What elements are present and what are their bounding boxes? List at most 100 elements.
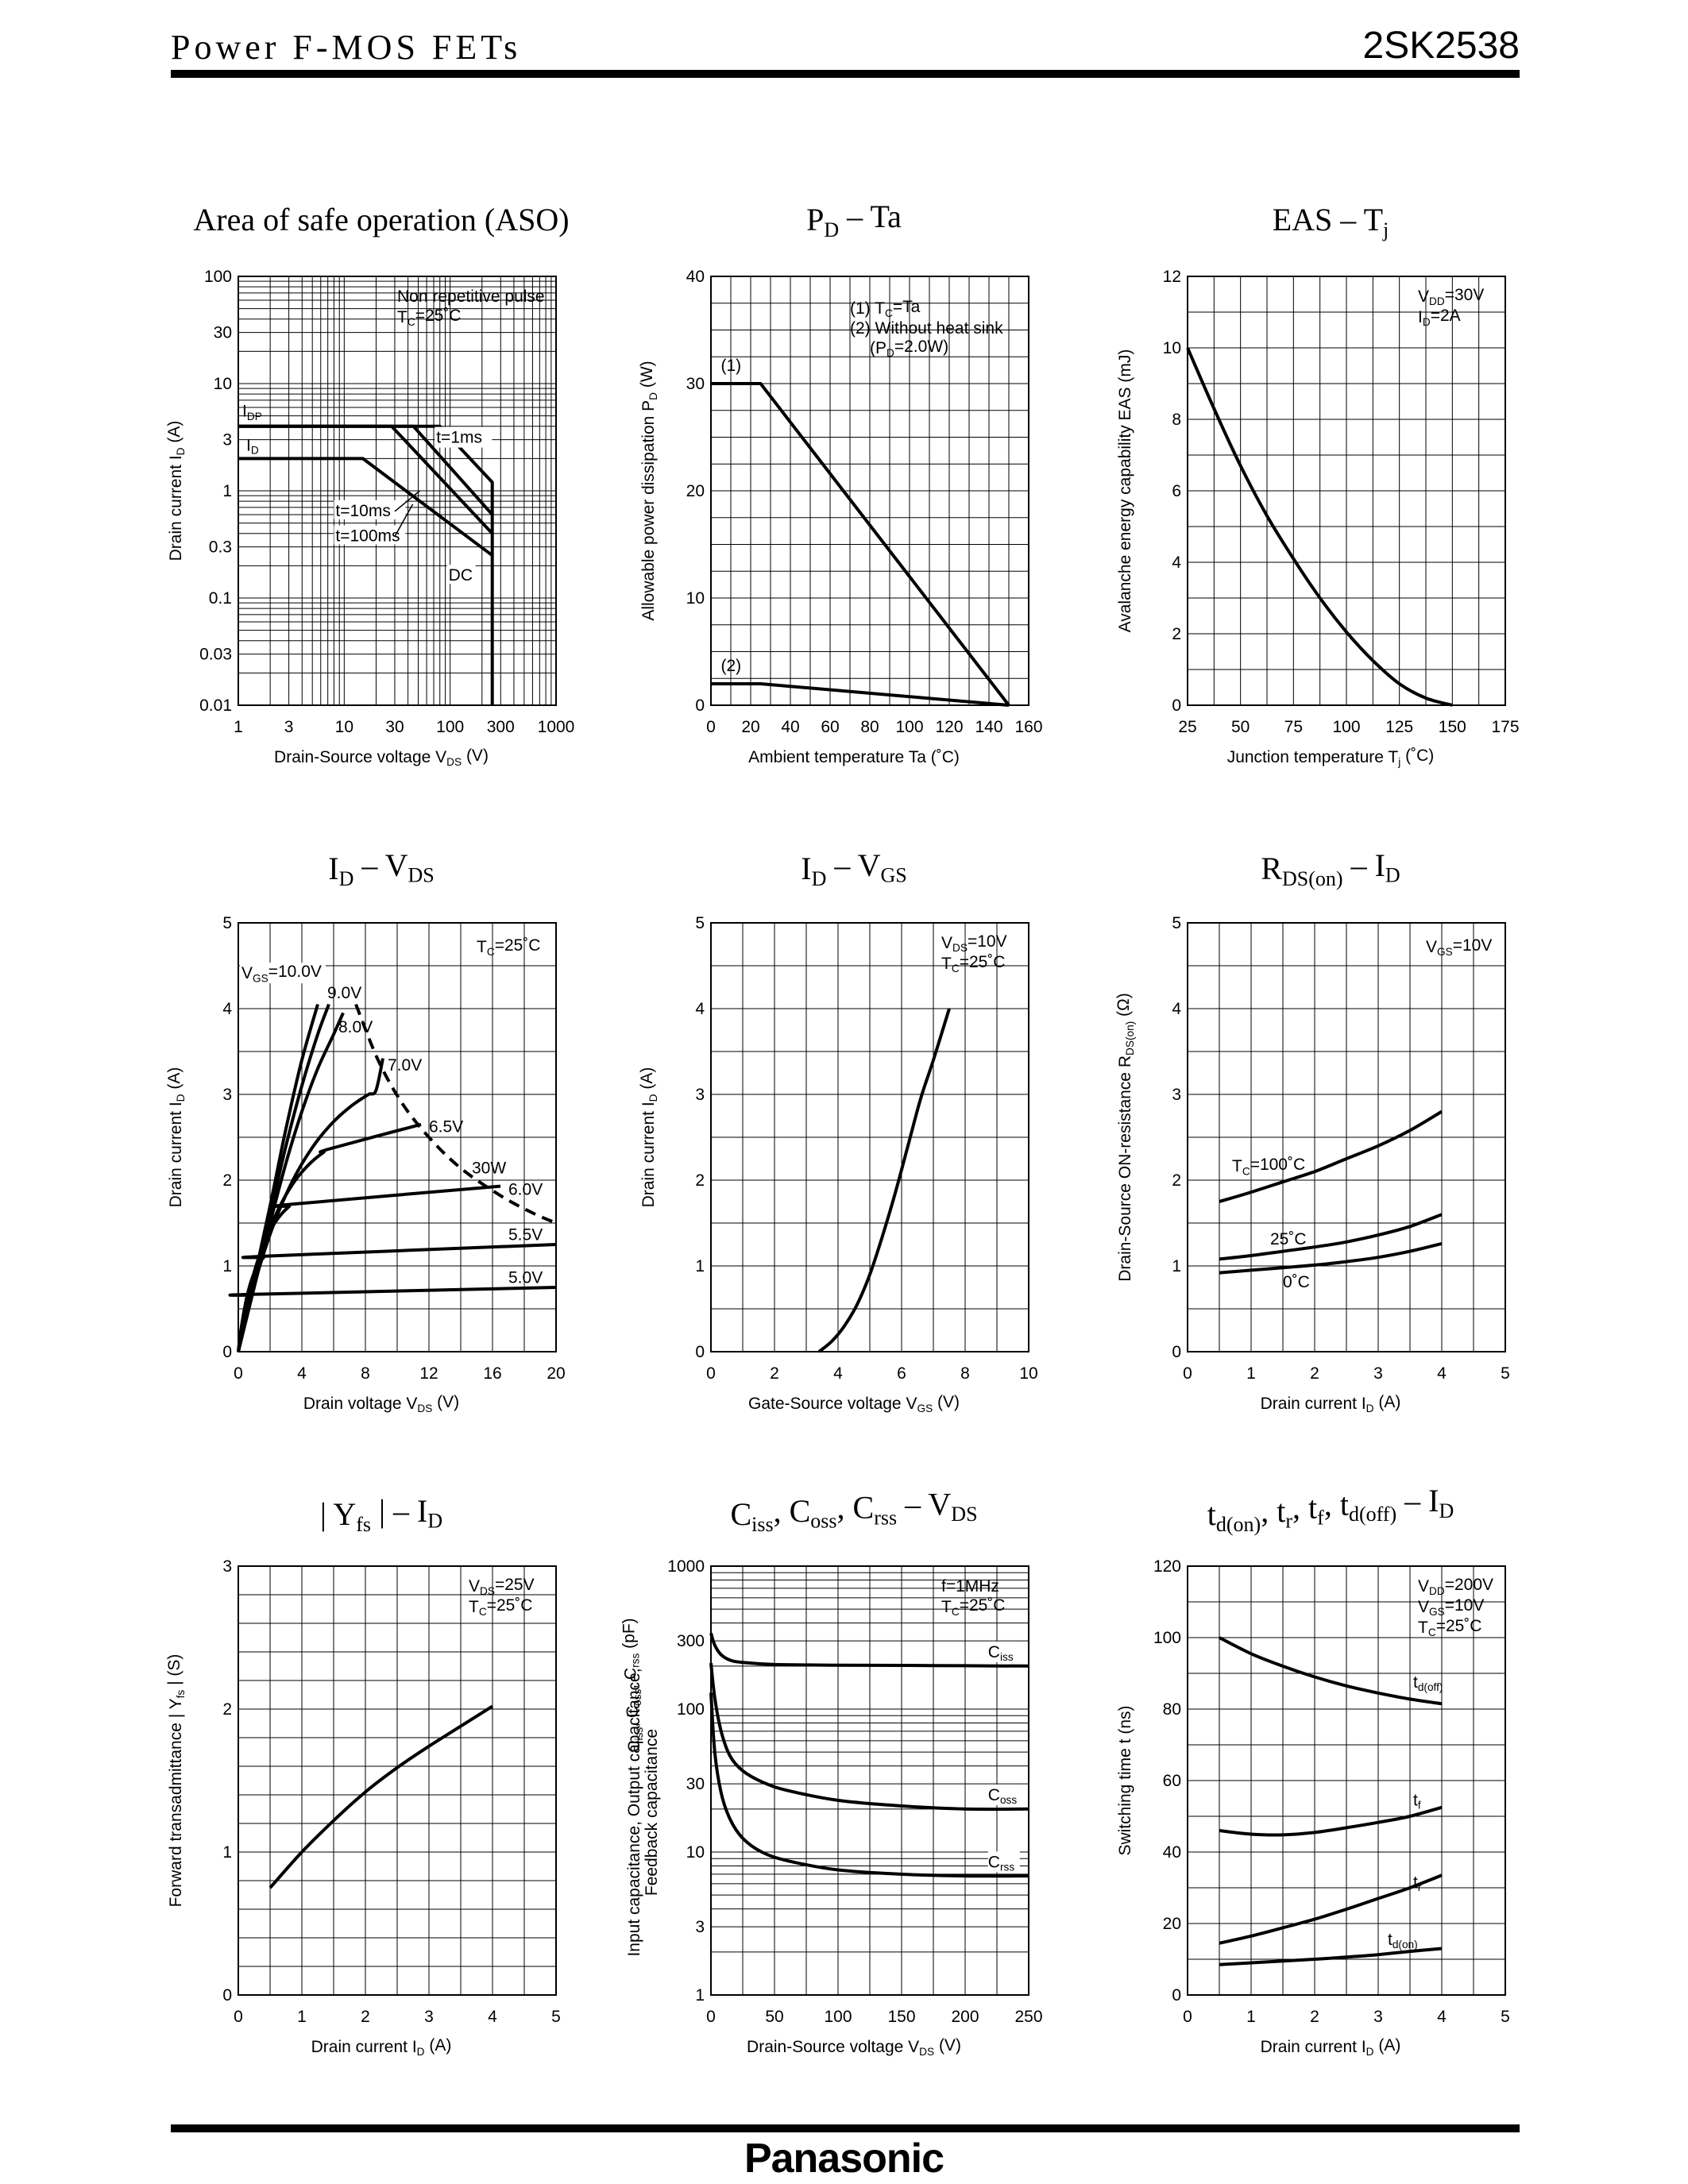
series-label-part: t=100ms xyxy=(335,527,400,546)
y-axis-label: Drain current ID (A) xyxy=(165,421,187,561)
series-label-part: I xyxy=(242,403,247,421)
chart-title-part: r xyxy=(1285,1510,1292,1533)
x-axis-label-part: (A) xyxy=(1374,2036,1401,2055)
x-axis-label: Drain current ID (A) xyxy=(1261,2036,1401,2058)
x-tick-label: 3 xyxy=(284,718,294,736)
series-label: tf xyxy=(1413,1792,1421,1812)
series-label: 25˚C xyxy=(1270,1230,1307,1248)
y-tick-label: 10 xyxy=(686,1843,705,1862)
chart-title-part: | – I xyxy=(371,1493,427,1529)
y-tick-label: 8 xyxy=(1172,411,1181,429)
plot-frame xyxy=(710,922,1029,1352)
legend-text-part: =25˚C xyxy=(960,1596,1006,1615)
series-label-part: t xyxy=(1413,1873,1418,1892)
y-tick-label: 0 xyxy=(695,696,705,715)
y-tick-label: 0.01 xyxy=(199,696,232,715)
series-label-part: C xyxy=(988,1853,1000,1871)
x-tick-label: 80 xyxy=(860,718,879,736)
y-tick-label: 2 xyxy=(222,1700,232,1719)
plot-frame xyxy=(238,922,557,1352)
series-line xyxy=(354,1003,557,1225)
y-axis-symbols-part: rss xyxy=(630,1653,642,1668)
series-label-part: r xyxy=(1418,1881,1422,1893)
x-axis-label-part: (˚C) xyxy=(1400,747,1434,765)
y-tick-label: 3 xyxy=(222,1086,232,1104)
x-axis-label-part: Drain current I xyxy=(311,2038,417,2056)
y-axis-label-part: DS(on) xyxy=(1124,1021,1136,1055)
y-tick-label: 5 xyxy=(695,914,705,932)
chart-title-part: EAS – T xyxy=(1273,202,1383,237)
series-label: td(on) xyxy=(1388,1931,1418,1951)
x-tick-label: 6 xyxy=(897,1364,906,1383)
x-tick-label: 2 xyxy=(1310,1364,1319,1383)
x-axis-label-part: (A) xyxy=(425,2036,452,2055)
y-tick-label: 4 xyxy=(1172,1000,1181,1018)
series-label-part: 6.5V xyxy=(429,1118,463,1136)
series-label: VGS=10.0V xyxy=(241,963,322,984)
x-axis-label-part: D xyxy=(1366,2046,1374,2058)
legend-text-part: C xyxy=(408,316,415,328)
series-label-part: 25˚C xyxy=(1270,1230,1307,1248)
series-label: 0˚C xyxy=(1283,1273,1310,1291)
chart-title-part: j xyxy=(1382,218,1389,241)
legend-text: (PD=2.0W) xyxy=(870,338,948,359)
x-tick-label: 16 xyxy=(483,1364,501,1383)
series-label-part: d(on) xyxy=(1393,1939,1418,1951)
series-line xyxy=(238,457,493,557)
x-axis-label: Drain-Source voltage VDS (V) xyxy=(274,747,489,768)
chart-title-part: d(off) xyxy=(1349,1503,1396,1526)
x-tick-label: 4 xyxy=(488,2008,497,2026)
x-tick-label: 125 xyxy=(1385,718,1413,736)
y-tick-label: 300 xyxy=(677,1632,705,1650)
y-axis-label-part: Drain current I xyxy=(167,1102,185,1207)
x-tick-label: 25 xyxy=(1178,718,1196,736)
part-number: 2SK2538 xyxy=(1362,25,1520,67)
legend-text: (1) TC=Ta xyxy=(850,298,921,319)
series-label-part: (2) xyxy=(721,657,742,675)
x-tick-label: 50 xyxy=(765,2008,783,2026)
legend-text-part: DS xyxy=(952,942,968,954)
series-line xyxy=(1219,1636,1443,1706)
chart-title-part: oss xyxy=(810,1510,836,1533)
leader-line xyxy=(394,490,420,512)
x-tick-label: 1 xyxy=(1246,1364,1256,1383)
legend-text-part: =25˚C xyxy=(415,307,462,325)
y-tick-label: 1 xyxy=(695,1257,705,1275)
series-label-part: =10.0V xyxy=(268,963,322,981)
y-axis-label-part: (A) xyxy=(638,1067,656,1094)
legend-text-part: =Ta xyxy=(893,298,921,316)
chart-title: Ciss, Coss, Crss – VDS xyxy=(730,1486,977,1535)
y-axis-label-part: | (S) xyxy=(165,1654,183,1690)
y-axis-symbols-part: C xyxy=(625,1740,643,1752)
x-tick-label: 5 xyxy=(1501,2008,1510,2026)
series-line xyxy=(238,424,494,535)
chart-title-part: DS xyxy=(408,864,435,887)
x-tick-label: 120 xyxy=(935,718,963,736)
y-axis-label-part: Drain-Source ON-resistance R xyxy=(1116,1055,1134,1282)
series-label-part: d(off) xyxy=(1418,1681,1443,1693)
legend-text-part: C xyxy=(952,963,960,974)
x-axis-label-part: (V) xyxy=(933,1393,960,1411)
y-axis-symbols-part: (pF) xyxy=(620,1618,638,1653)
label-background xyxy=(334,525,406,545)
x-axis-label-part: Ambient temperature Ta (˚C) xyxy=(748,748,960,766)
x-tick-label: 200 xyxy=(951,2008,979,2026)
y-tick-label: 30 xyxy=(686,1775,705,1793)
chart-title-part: D xyxy=(824,218,839,241)
chart-title-part: – Ta xyxy=(839,199,902,234)
series-label: 7.0V xyxy=(388,1056,422,1075)
legend-text: VDS=10V xyxy=(941,932,1007,954)
series-label-part: 7.0V xyxy=(388,1056,422,1075)
panel-aso: 1 3 10 30 100 300 1000 0.01 0.03 0.1 0.3 1 3 10 30 100 A… xyxy=(165,202,575,768)
chart-title: EAS – Tj xyxy=(1273,202,1389,241)
series-label-part: t xyxy=(1413,1792,1418,1810)
x-axis-label-part: DS xyxy=(417,1403,432,1414)
y-axis-label-part: (Ω) xyxy=(1114,993,1133,1021)
chart-title-part: I xyxy=(801,851,811,886)
x-axis-label-part: (V) xyxy=(934,2036,961,2055)
chart-title: ID – VDS xyxy=(328,847,435,890)
plot-frame xyxy=(710,276,1029,706)
x-axis-label-part: Drain-Source voltage V xyxy=(274,748,446,766)
chart-title: PD – Ta xyxy=(806,199,902,241)
header-rule xyxy=(171,70,1520,78)
